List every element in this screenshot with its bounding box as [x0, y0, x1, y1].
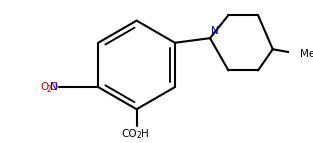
Text: H: H — [141, 129, 149, 139]
Text: N: N — [50, 82, 58, 92]
Text: 2: 2 — [47, 85, 52, 94]
Text: CO: CO — [121, 129, 136, 139]
Text: 2: 2 — [136, 131, 141, 140]
Text: Me: Me — [300, 49, 313, 59]
Text: O: O — [49, 82, 58, 92]
Text: O: O — [40, 82, 49, 92]
Text: N: N — [211, 26, 219, 36]
